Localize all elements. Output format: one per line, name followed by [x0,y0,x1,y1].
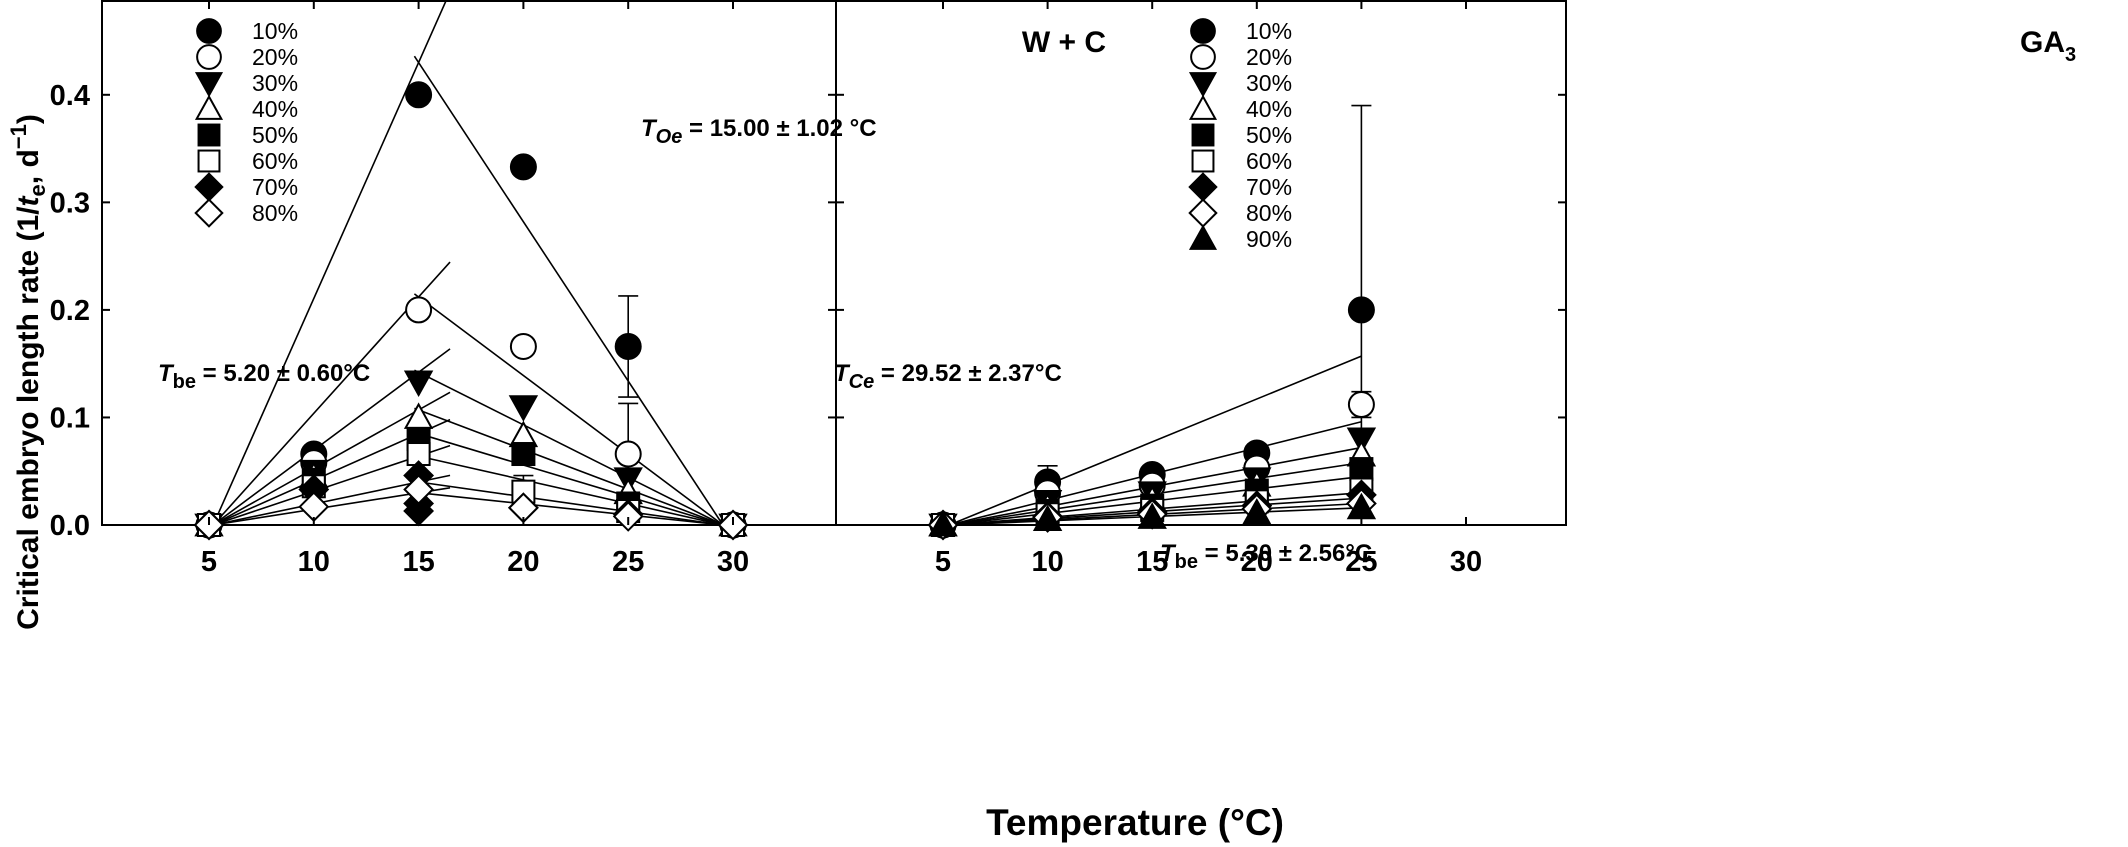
y-tick-label: 0.2 [50,295,90,327]
x-tick-label: 20 [507,546,539,578]
plot-frame-2 [835,0,1567,526]
panel-title-ga3: GA3 [2020,26,2076,66]
point-ga3-20% [1347,391,1375,419]
legend-label: 80% [1246,200,1292,226]
y-tick-label: 0.3 [50,187,90,219]
fit-lines [212,0,1362,526]
legend-marker-20% [196,44,222,70]
legend-marker-60% [1191,149,1215,173]
fit-fall-10% [413,55,724,526]
legend-label: 40% [252,96,298,122]
legend-marker-80% [1188,198,1218,228]
fit-fall-40% [414,407,724,526]
data-markers [193,81,1377,541]
x-tick-label: 10 [298,546,330,578]
annotation-tbe-ga3: Tbe = 5.30 ± 2.56°C [1160,540,1372,573]
point-wc-30% [508,395,539,422]
point-wc-20% [509,332,537,360]
y-tick-label: 0.0 [50,510,90,542]
x-tick-label: 20 [1241,546,1273,578]
fit-fall-60% [414,454,724,526]
fit-fall-80% [414,491,724,526]
x-tick-label: 5 [935,546,951,578]
annotation-tbe-wc: Tbe = 5.20 ± 0.60°C [158,360,370,393]
legend-marker-70% [1188,172,1218,202]
point-wc-10% [509,153,537,181]
legend-marker-40% [194,94,224,120]
fit-ga3-10% [948,355,1362,526]
legend-label: 30% [252,70,298,96]
legend-marker-50% [197,123,221,147]
legend-label: 60% [252,148,298,174]
legend-marker-90% [1188,224,1218,250]
axis-ticks: 5 10 15 20 25 30 5 10 15 20 25 30 0.0 0.1 0.2 0.3 0.4 [50,1,1566,578]
legend-marker-70% [194,172,224,202]
point-wc-80% [612,500,644,532]
fit-fall-50% [414,431,724,526]
legend-marker-30% [1188,72,1218,98]
x-tick-label: 10 [1031,546,1063,578]
x-tick-label: 5 [201,546,217,578]
legend-label: 20% [1246,44,1292,70]
fit-fall-30% [414,369,724,526]
point-wc-20% [405,296,433,324]
legend-marker-80% [194,198,224,228]
point-ga3-50% [1349,457,1374,482]
legend-marker-40% [1188,94,1218,120]
x-tick-label: 30 [717,546,749,578]
plot-frames [101,0,1567,526]
legend-label: 70% [252,174,298,200]
legend-label: 10% [252,18,298,44]
legend-label: 90% [1246,226,1292,252]
x-axis-title: Temperature (°C) [986,802,1284,843]
legend-label: 30% [1246,70,1292,96]
annotation-toe-wc: TOe = 15.00 ± 1.02 °C [641,115,877,148]
x-tick-label: 30 [1450,546,1482,578]
y-tick-label: 0.1 [50,402,90,434]
legends: 10%20%30%40%50%60%70%80%10%20%30%40%50%6… [194,18,1292,252]
legend-label: 50% [252,122,298,148]
legend-marker-20% [1190,44,1216,70]
y-axis-title: Critical embryo length rate (1/te, d−1) [6,114,50,630]
point-wc-30% [403,370,434,398]
fit-rise-10% [212,0,448,526]
legend-label: 60% [1246,148,1292,174]
point-wc-40% [403,402,434,429]
legend-marker-50% [1191,123,1215,147]
panel-title-wc: W + C [1022,26,1106,59]
legend-label: 20% [252,44,298,70]
x-tick-label: 15 [402,546,434,578]
fit-rise-40% [212,391,451,526]
legend-label: 10% [1246,18,1292,44]
fit-fall-20% [413,293,724,526]
error-bars [513,104,1372,516]
x-tick-label: 25 [612,546,644,578]
point-wc-80% [403,474,435,505]
y-tick-label: 0.4 [50,80,90,112]
legend-marker-10% [196,18,222,44]
legend-label: 40% [1246,96,1292,122]
point-ga3-90% [1137,502,1167,529]
point-wc-50% [511,442,536,467]
x-tick-label: 15 [1136,546,1168,578]
legend-label: 50% [1246,122,1292,148]
point-ga3-10% [1347,296,1375,324]
legend-marker-10% [1190,18,1216,44]
point-wc-20% [614,440,642,468]
point-wc-10% [614,332,642,360]
annotation-tce-wc: TCe = 29.52 ± 2.37°C [834,360,1062,393]
legend-label: 80% [252,200,298,226]
legend-label: 70% [1246,174,1292,200]
legend-marker-60% [197,149,221,173]
point-wc-10% [405,81,433,109]
x-tick-label: 25 [1345,546,1377,578]
legend-marker-30% [194,72,224,98]
fit-fall-70% [414,480,724,526]
